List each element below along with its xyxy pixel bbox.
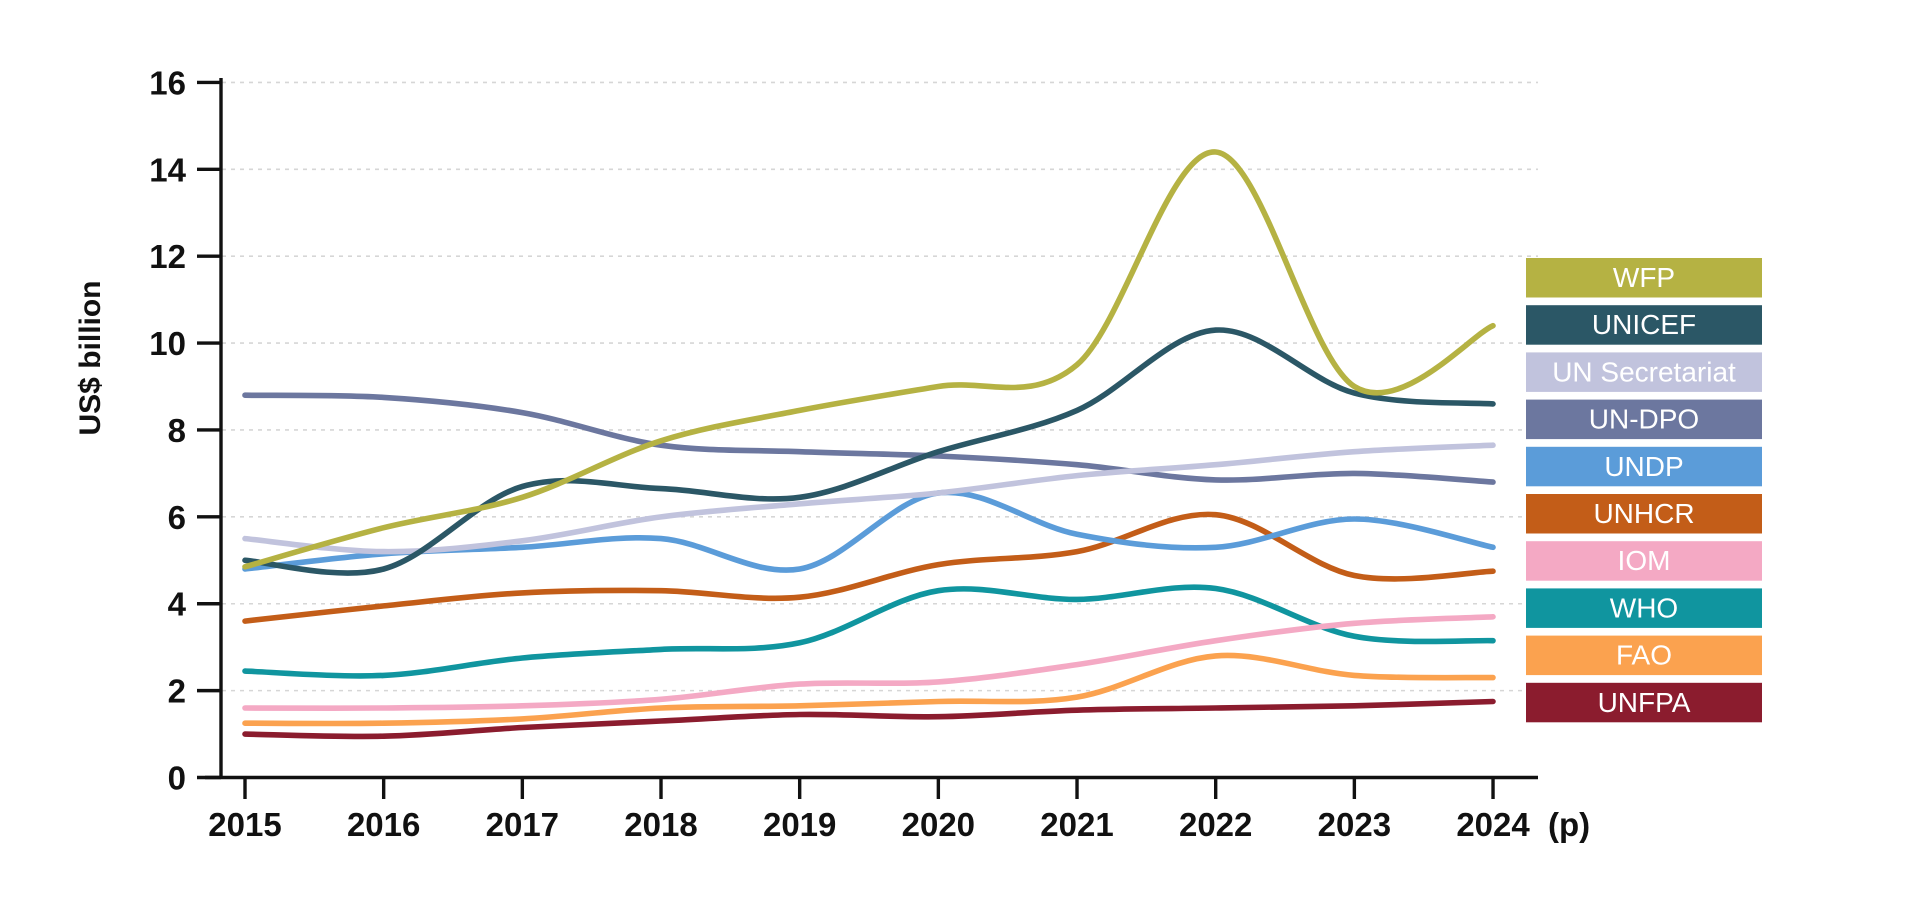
legend-swatch-undp	[1526, 446, 1762, 487]
legend-swatch-unhcr	[1526, 494, 1762, 534]
series-line-wfp	[242, 149, 1496, 570]
legend-swatch-unfpa	[1526, 682, 1762, 723]
legend-label: UN-DPO	[1589, 404, 1699, 435]
x-tick-label: 2024	[1456, 806, 1530, 843]
legend-swatch-unicef	[1526, 305, 1762, 345]
series-line-fao	[242, 652, 1496, 727]
series-line-who	[242, 584, 1496, 679]
y-tick-label: 16	[149, 64, 186, 101]
y-tick-label: 4	[168, 586, 187, 623]
series-line-iom	[242, 614, 1496, 711]
y-tick-label: 10	[149, 325, 186, 362]
series-line-un-dpo	[242, 392, 1496, 485]
x-tick-label: 2015	[208, 806, 281, 843]
x-tick-label: 2017	[486, 806, 559, 843]
legend-label: UNFPA	[1598, 687, 1691, 718]
y-tick-label: 8	[168, 412, 186, 449]
legend-label: IOM	[1618, 545, 1671, 576]
y-tick-label: 0	[168, 760, 186, 797]
x-tick-label: 2023	[1318, 806, 1391, 843]
y-axis-title: US$ billion	[74, 280, 107, 435]
legend-label: UNHCR	[1593, 498, 1694, 529]
x-tick-label: 2016	[347, 806, 420, 843]
series-line-unicef	[242, 327, 1496, 576]
legend-label: WHO	[1610, 592, 1678, 623]
y-tick-label: 12	[149, 238, 186, 275]
x-tick-label: 2021	[1040, 806, 1113, 843]
series-line-un-secretariat	[242, 442, 1496, 555]
x-tick-suffix: (p)	[1548, 806, 1590, 843]
x-tick-label: 2022	[1179, 806, 1252, 843]
legend-swatch-un-secretariat	[1526, 352, 1762, 392]
legend-swatch-iom	[1526, 541, 1762, 581]
series-line-undp	[242, 489, 1496, 573]
legend-swatch-wfp	[1526, 258, 1762, 298]
legend-label: UNDP	[1604, 451, 1683, 482]
legend-label: UNICEF	[1592, 309, 1696, 340]
legend-swatch-un-dpo	[1526, 399, 1762, 440]
legend-swatch-fao	[1526, 635, 1762, 676]
legend-label: WFP	[1613, 262, 1675, 293]
y-tick-label: 14	[149, 151, 186, 188]
series-line-unfpa	[242, 698, 1496, 740]
series-line-unhcr	[242, 511, 1496, 624]
legend-label: UN Secretariat	[1552, 356, 1736, 387]
y-tick-label: 6	[168, 499, 186, 536]
y-tick-label: 2	[168, 673, 186, 710]
x-tick-label: 2019	[763, 806, 836, 843]
legend-swatch-who	[1526, 588, 1762, 628]
x-tick-label: 2018	[624, 806, 697, 843]
axes	[197, 78, 1538, 799]
legend-label: FAO	[1616, 640, 1672, 671]
series-lines	[242, 149, 1496, 740]
legend: WFP UNICEF UN Secretariat UN-DPO UNDP UNHCR IO…	[1526, 258, 1762, 723]
axis-labels: 0 2 4 6 8 10 12 14 16 2015 2016 2017 2018 2019 2020 202…	[149, 64, 1590, 843]
x-tick-label: 2020	[902, 806, 975, 843]
gridlines	[222, 81, 1538, 692]
